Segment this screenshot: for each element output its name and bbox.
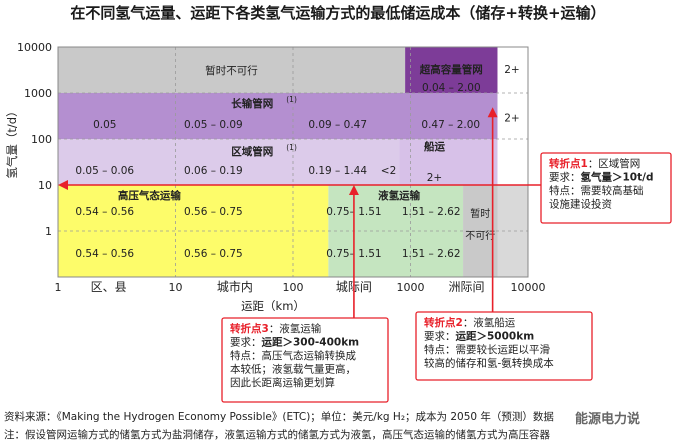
region-label-ship: 船运 — [424, 140, 445, 153]
region-title: 区域管网 — [231, 145, 273, 158]
turning-point-2-req-label: 要求： — [424, 331, 456, 343]
turning-point-3-feat: 特点：高压气态运输转换成 — [230, 349, 356, 362]
turning-point-2-feat: 特点：需要较长运距以平滑 — [424, 343, 550, 356]
strip-label: 2+ — [504, 64, 519, 76]
region-fill — [405, 47, 498, 93]
turning-point-1-req-label: 要求： — [549, 172, 581, 184]
turning-point-2-box — [415, 311, 593, 381]
region-cost: <2 — [381, 165, 396, 177]
x-tick-label: 1000 — [397, 281, 425, 294]
turning-point-3-topic: ：液氢运输 — [269, 322, 322, 335]
turning-point-2-label: 转折点2 — [424, 316, 463, 329]
turning-point-2-req-value: 运距＞5000km — [456, 331, 535, 343]
x-axis-title: 运距（km） — [241, 299, 305, 313]
turning-point-3-req: 要求：运距＞300-400km — [230, 337, 359, 349]
region-cost: 0.05 – 0.06 — [75, 165, 134, 177]
region-cost: 0.56 – 0.75 — [184, 206, 243, 218]
turning-point-3-feat: 因此长距离运输更划算 — [230, 376, 335, 389]
turning-point-1-req: 要求：氢气量＞10t/d — [549, 171, 653, 184]
footnote-source: 资料来源：《Making the Hydrogen Economy Possib… — [4, 411, 554, 423]
region-cost: 0.05 – 0.09 — [184, 119, 243, 131]
region-cost: 0.54 – 0.56 — [75, 248, 134, 260]
strip-label: 2+ — [504, 113, 519, 125]
y-tick-label: 100 — [31, 133, 52, 146]
footnote-note: 注：假设管网运输方式的储氢方式为盐洞储存，液氢运输方式的储氢方式为液氢，高压气态… — [4, 429, 550, 441]
y-tick-label: 1 — [45, 225, 52, 238]
region-fill — [58, 93, 498, 139]
y-tick-label: 10 — [38, 179, 52, 192]
turning-point-1-box — [540, 152, 672, 224]
region-cost: 0.19 – 1.44 — [308, 165, 367, 177]
y-tick-label: 10000 — [17, 41, 52, 54]
turning-point-2-req: 要求：运距＞5000km — [424, 331, 534, 343]
turning-point-2-feat: 较高的储存和氢-氨转换成本 — [424, 357, 554, 370]
region-cost: 0.05 — [93, 119, 116, 131]
x-tick-label: 1 — [55, 281, 62, 294]
region-title: 液氢运输 — [378, 189, 420, 202]
region-label-infeasible: 不可行 — [465, 229, 495, 242]
turning-arrow-2-head — [487, 107, 498, 118]
region-fill — [58, 47, 406, 93]
region-title: 高压气态运输 — [118, 189, 181, 202]
turning-point-3-feat: 本较低；液氢载气量更高， — [230, 363, 356, 376]
region-cost: 0.09 – 0.47 — [308, 119, 367, 131]
region-label-infeasible: 暂时 — [470, 208, 490, 220]
y-tick-label: 1000 — [24, 87, 52, 100]
x-tick-label: 100 — [283, 281, 304, 294]
region-cost: 0.04 – 2.00 — [422, 82, 481, 94]
region-cost: 0.47 – 2.00 — [421, 119, 480, 131]
region-fill — [58, 185, 329, 277]
region-cost: 2+ — [427, 172, 442, 184]
x-tick-label: 10000 — [511, 281, 546, 294]
chart-regions — [58, 47, 528, 277]
region-label-infeasible: 暂时不可行 — [205, 64, 258, 77]
turning-arrow-3-head — [348, 185, 359, 195]
turning-point-1-req-value: 氢气量＞10t/d — [581, 171, 654, 184]
turning-point-1-title: 转折点1：区域管网 — [549, 157, 640, 170]
x-region-label: 城市内 — [217, 279, 253, 294]
turning-point-3-req-label: 要求： — [230, 337, 262, 349]
region-cost: 0.56 – 0.75 — [184, 248, 243, 260]
region-title-sup: (1) — [286, 95, 297, 104]
chart-title: 在不同氢气运量、运距下各类氢气运输方式的最低储运成本（储存+转换+运输） — [70, 4, 606, 22]
turning-point-1-feat: 特点：需要较高基础 — [549, 184, 644, 197]
region-fill — [58, 139, 400, 185]
region-cost: 0.06 – 0.19 — [184, 165, 243, 177]
region-title: 长输管网 — [231, 97, 273, 110]
turning-point-1-feat: 设施建设投资 — [549, 198, 612, 211]
x-region-label: 区、县 — [91, 280, 127, 294]
turning-point-3-box — [221, 317, 389, 403]
turning-point-2-topic: ：液氢船运 — [463, 316, 516, 329]
turning-point-1-topic: ：区域管网 — [588, 157, 641, 170]
turning-point-3-req-value: 运距＞300-400km — [262, 337, 360, 349]
region-label-ultra: 超高容量管网 — [419, 63, 483, 76]
turning-point-3-title: 转折点3：液氢运输 — [230, 322, 322, 335]
x-tick-label: 10 — [169, 281, 183, 294]
turning-arrow-1-head — [58, 180, 68, 190]
region-title-sup: (1) — [286, 143, 297, 152]
region-cost: 0.54 – 0.56 — [75, 206, 134, 218]
region-fill — [399, 139, 498, 185]
x-region-label: 洲际间 — [449, 280, 485, 294]
turning-point-3-label: 转折点3 — [230, 322, 269, 335]
y-axis-title: 氢气量（t/d） — [5, 105, 19, 178]
turning-point-2-title: 转折点2：液氢船运 — [424, 316, 516, 329]
turning-point-1-label: 转折点1 — [549, 157, 588, 170]
region-cost: 1.51 – 2.62 — [402, 206, 461, 218]
region-cost: 1.51 – 2.62 — [402, 248, 461, 260]
watermark-logo: 能源电力说 — [575, 412, 641, 427]
plot-border — [57, 46, 529, 278]
chart-axes: 1 10 100 1000 10000110100100010000区、县 城市内 城际间洲… — [5, 41, 546, 313]
chart-annotations: 转折点1：区域管网要求：氢气量＞10t/d特点：需要较高基础设施建设投资转折点2… — [58, 107, 672, 403]
